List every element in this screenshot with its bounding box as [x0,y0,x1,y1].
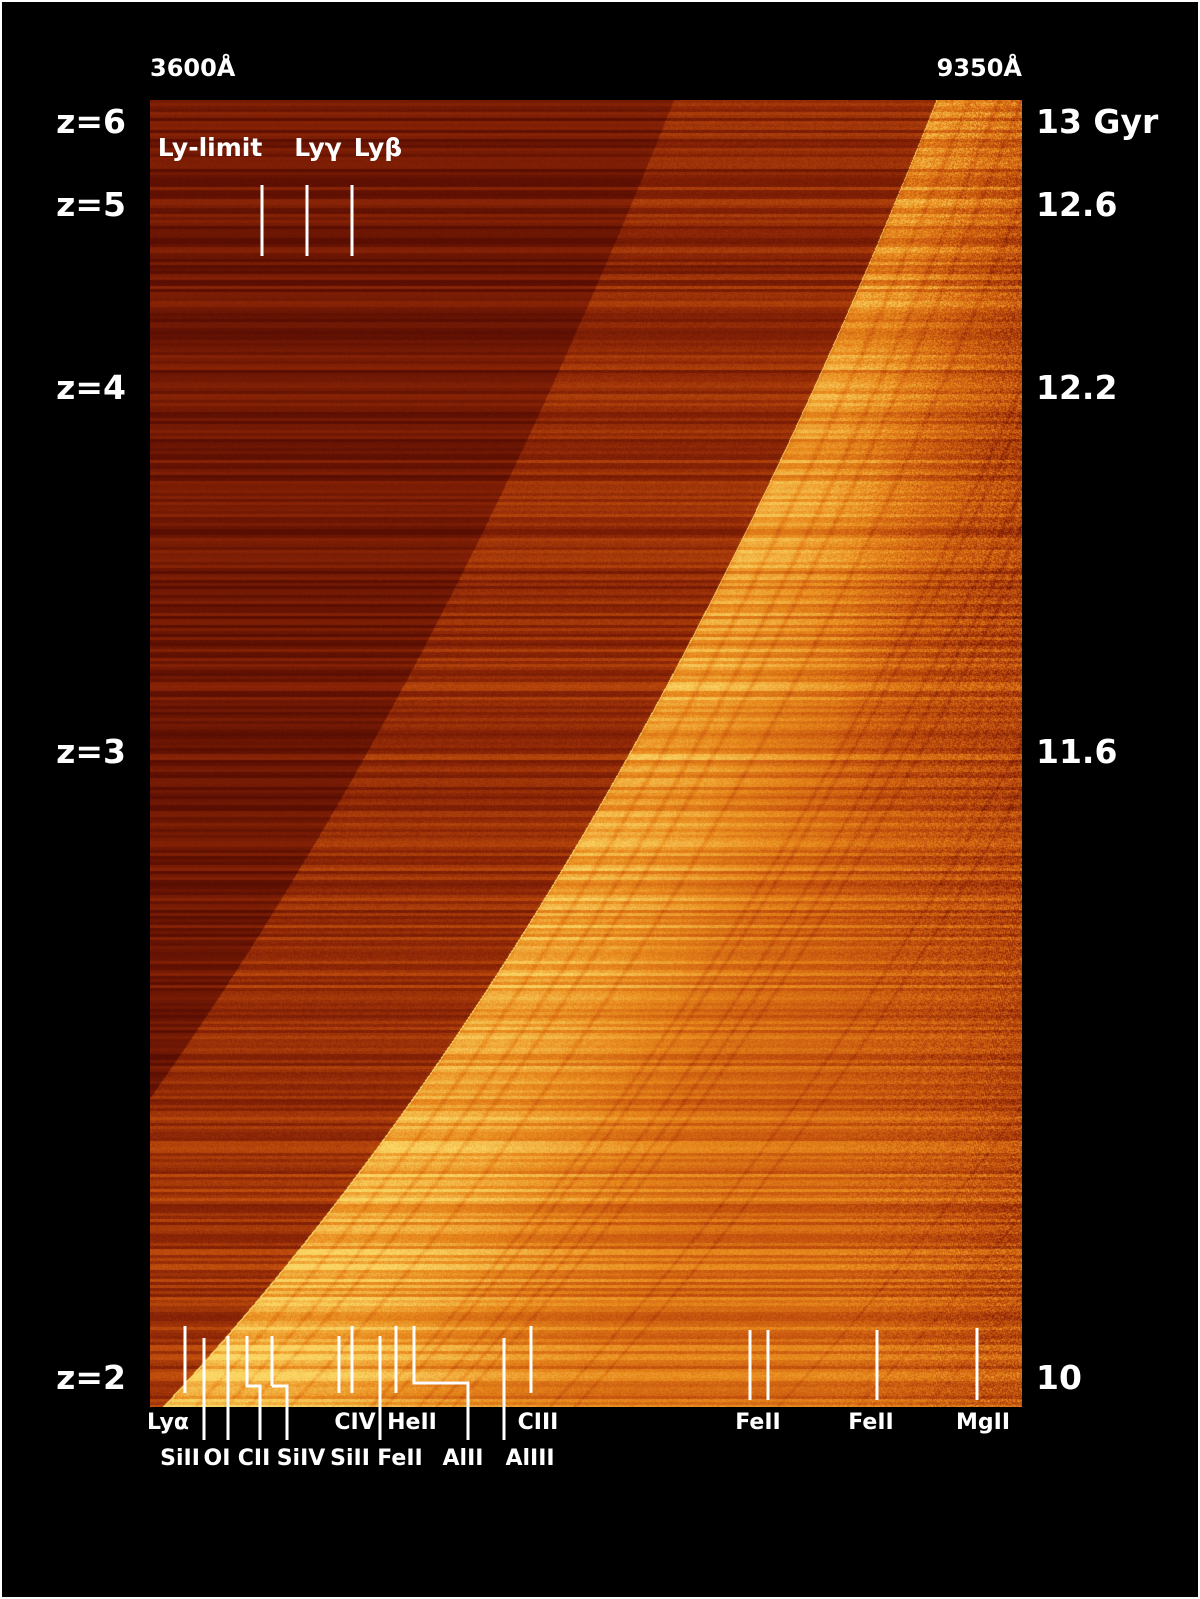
line-label: Lyα [147,1410,189,1435]
line-label: Ly-limit [157,133,263,162]
y-tick-label-left: z=5 [56,185,126,224]
line-label: HeII [387,1410,437,1435]
y-tick-label-left: z=6 [56,102,126,141]
y-tick-label-right: 12.6 [1036,185,1118,224]
line-label: FeII [735,1410,781,1435]
line-label: Lyγ [294,133,342,162]
line-label: AlII [442,1446,484,1471]
line-label: CII [237,1446,271,1471]
line-label: FeII [848,1410,894,1435]
y-tick-label-right: 11.6 [1036,732,1118,771]
line-label: FeII [377,1446,423,1471]
y-tick-label-right: 13 Gyr [1036,102,1159,141]
line-label: AlIII [505,1446,555,1471]
line-label: Lyβ [353,133,403,162]
line-label: OI [203,1446,231,1471]
spectra-heatmap [150,100,1022,1407]
y-tick-label-right: 10 [1036,1358,1082,1397]
y-tick-label-left: z=3 [56,732,126,771]
line-label: SiII [330,1446,370,1471]
y-tick-label-right: 12.2 [1036,368,1118,407]
x-tick-label: 9350Å [936,54,1022,82]
y-tick-label-left: z=2 [56,1358,126,1397]
line-label: SiIV [276,1446,326,1471]
line-label: CIII [517,1410,559,1435]
x-tick-label: 3600Å [150,54,236,82]
line-label: MgII [955,1410,1011,1435]
y-tick-label-left: z=4 [56,368,126,407]
spectra-heatmap-image [150,100,1022,1407]
line-label: SiII [160,1446,200,1471]
line-label: CIV [334,1410,376,1435]
